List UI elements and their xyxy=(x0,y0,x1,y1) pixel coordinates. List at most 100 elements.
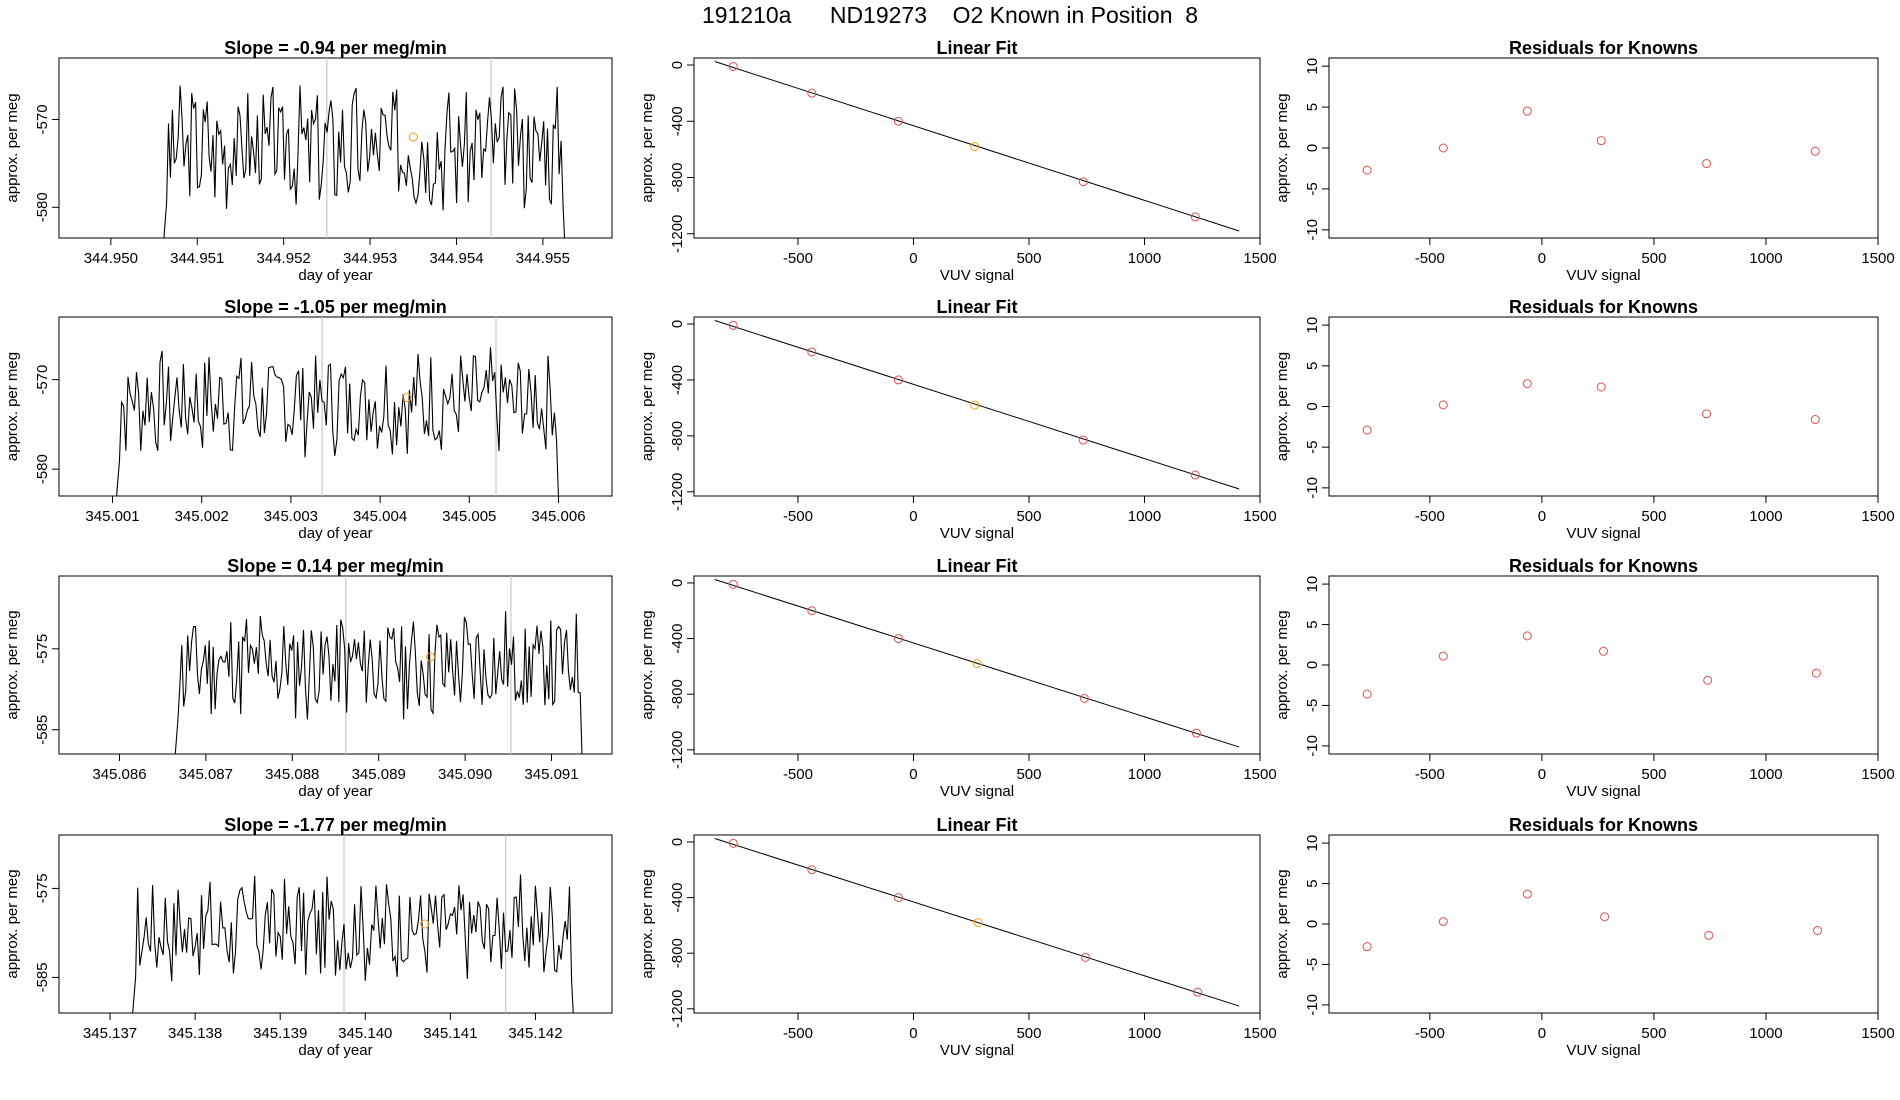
data-point xyxy=(1362,942,1372,952)
x-tick-label: 500 xyxy=(1641,250,1666,267)
y-tick-label: -1200 xyxy=(669,473,686,511)
y-tick-label: 0 xyxy=(1304,920,1321,928)
plot-frame xyxy=(1328,316,1879,497)
y-tick-label: -5 xyxy=(1304,958,1321,971)
x-axis-label: VUV signal xyxy=(1566,783,1640,800)
y-tick-label: -800 xyxy=(669,163,686,193)
panel-title: Linear Fit xyxy=(936,38,1017,58)
x-tick-label: 345.090 xyxy=(438,766,492,783)
y-axis-label: approx. per meg xyxy=(1274,93,1291,202)
y-axis-label: approx. per meg xyxy=(4,610,21,719)
data-point xyxy=(807,88,817,98)
x-tick-label: 1000 xyxy=(1749,508,1782,525)
data-point xyxy=(728,579,738,589)
x-tick-label: 345.004 xyxy=(353,508,407,525)
data-point xyxy=(1704,930,1714,940)
panel-title: Linear Fit xyxy=(936,815,1017,835)
x-axis-label: day of year xyxy=(298,267,372,284)
x-tick-label: 1000 xyxy=(1128,1025,1161,1042)
x-tick-label: 1500 xyxy=(1861,250,1894,267)
data-point xyxy=(1600,912,1610,922)
x-tick-label: 345.006 xyxy=(531,508,585,525)
x-tick-label: 1500 xyxy=(1861,766,1894,783)
x-tick-label: 1000 xyxy=(1128,508,1161,525)
data-point xyxy=(1190,470,1200,480)
x-tick-label: 500 xyxy=(1016,508,1041,525)
x-tick-label: 500 xyxy=(1016,1025,1041,1042)
plot-frame xyxy=(693,316,1261,497)
x-tick-label: 0 xyxy=(1538,1025,1546,1042)
run-id: 191210a xyxy=(701,2,792,28)
data-point xyxy=(1810,146,1820,156)
plot-frame xyxy=(1328,834,1879,1014)
y-tick-label: -10 xyxy=(1304,477,1321,499)
x-tick-label: 345.089 xyxy=(352,766,406,783)
panel-title: Slope = -0.94 per meg/min xyxy=(224,38,447,58)
data-point xyxy=(1522,379,1532,389)
data-point xyxy=(728,838,738,848)
x-tick-label: 345.137 xyxy=(83,1025,137,1042)
plot-frame xyxy=(1328,57,1879,239)
y-tick-label: -1200 xyxy=(669,215,686,253)
data-layer xyxy=(1362,106,1820,175)
x-tick-label: -500 xyxy=(1415,250,1445,267)
x-tick-label: 1500 xyxy=(1243,1025,1276,1042)
x-tick-label: -500 xyxy=(1415,766,1445,783)
data-layer xyxy=(1362,379,1820,435)
data-point xyxy=(1362,689,1372,699)
data-point xyxy=(1703,675,1713,685)
data-point xyxy=(893,375,903,385)
x-tick-label: 344.950 xyxy=(84,250,138,267)
data-point xyxy=(807,865,817,875)
x-tick-label: 0 xyxy=(1538,508,1546,525)
plot-frame xyxy=(693,575,1261,755)
x-tick-label: 1500 xyxy=(1861,1025,1894,1042)
data-point xyxy=(893,893,903,903)
data-layer xyxy=(174,576,583,754)
x-axis-label: VUV signal xyxy=(940,1042,1014,1059)
y-tick-label: 10 xyxy=(1304,835,1321,852)
plot-frame xyxy=(58,834,613,1014)
data-point xyxy=(1599,646,1608,656)
y-tick-label: 0 xyxy=(1304,661,1321,669)
y-tick-label: -5 xyxy=(1304,182,1321,195)
x-axis-label: VUV signal xyxy=(1566,525,1640,542)
data-layer xyxy=(714,579,1240,748)
y-tick-label: 0 xyxy=(669,320,686,328)
x-axis-label: VUV signal xyxy=(940,267,1014,284)
y-axis-label: approx. per meg xyxy=(4,869,21,978)
chart-panel-11: Linear Fit -500 0 500 1000 1500 0 -400 -800 -1200… xyxy=(639,815,1277,1059)
x-tick-label: 1500 xyxy=(1243,766,1276,783)
data-layer xyxy=(714,61,1240,232)
x-tick-label: 345.087 xyxy=(179,766,233,783)
data-point xyxy=(1596,382,1606,392)
y-tick-label: 5 xyxy=(1304,879,1321,887)
chart-panel-8: Linear Fit -500 0 500 1000 1500 0 -400 -800 -1200… xyxy=(639,556,1277,800)
series-line xyxy=(132,874,574,1013)
panel-title: Residuals for Knowns xyxy=(1509,38,1698,58)
y-tick-label: 5 xyxy=(1304,362,1321,370)
fit-line xyxy=(714,61,1240,232)
data-layer xyxy=(714,838,1240,1007)
plot-frame xyxy=(1328,575,1879,755)
data-point xyxy=(893,634,903,644)
plot-frame xyxy=(693,57,1261,239)
x-tick-label: 0 xyxy=(1538,766,1546,783)
plot-frame xyxy=(58,316,613,497)
plot-frame xyxy=(58,57,613,239)
y-tick-label: 10 xyxy=(1304,317,1321,334)
data-point xyxy=(728,320,738,330)
chart-panel-7: Slope = 0.14 per meg/min 345.086 345.087 34… xyxy=(4,556,613,800)
data-point xyxy=(1078,177,1088,187)
series-line xyxy=(116,347,559,496)
panel-title: Slope = -1.05 per meg/min xyxy=(224,297,447,317)
plot-frame xyxy=(693,834,1261,1014)
plot-frame xyxy=(58,575,613,755)
panel-title: Slope = -1.77 per meg/min xyxy=(224,815,447,835)
data-point xyxy=(1191,728,1201,738)
y-tick-label: 5 xyxy=(1304,620,1321,628)
panel-title: Linear Fit xyxy=(936,297,1017,317)
y-tick-label: -570 xyxy=(34,104,51,134)
data-point xyxy=(1522,631,1532,641)
